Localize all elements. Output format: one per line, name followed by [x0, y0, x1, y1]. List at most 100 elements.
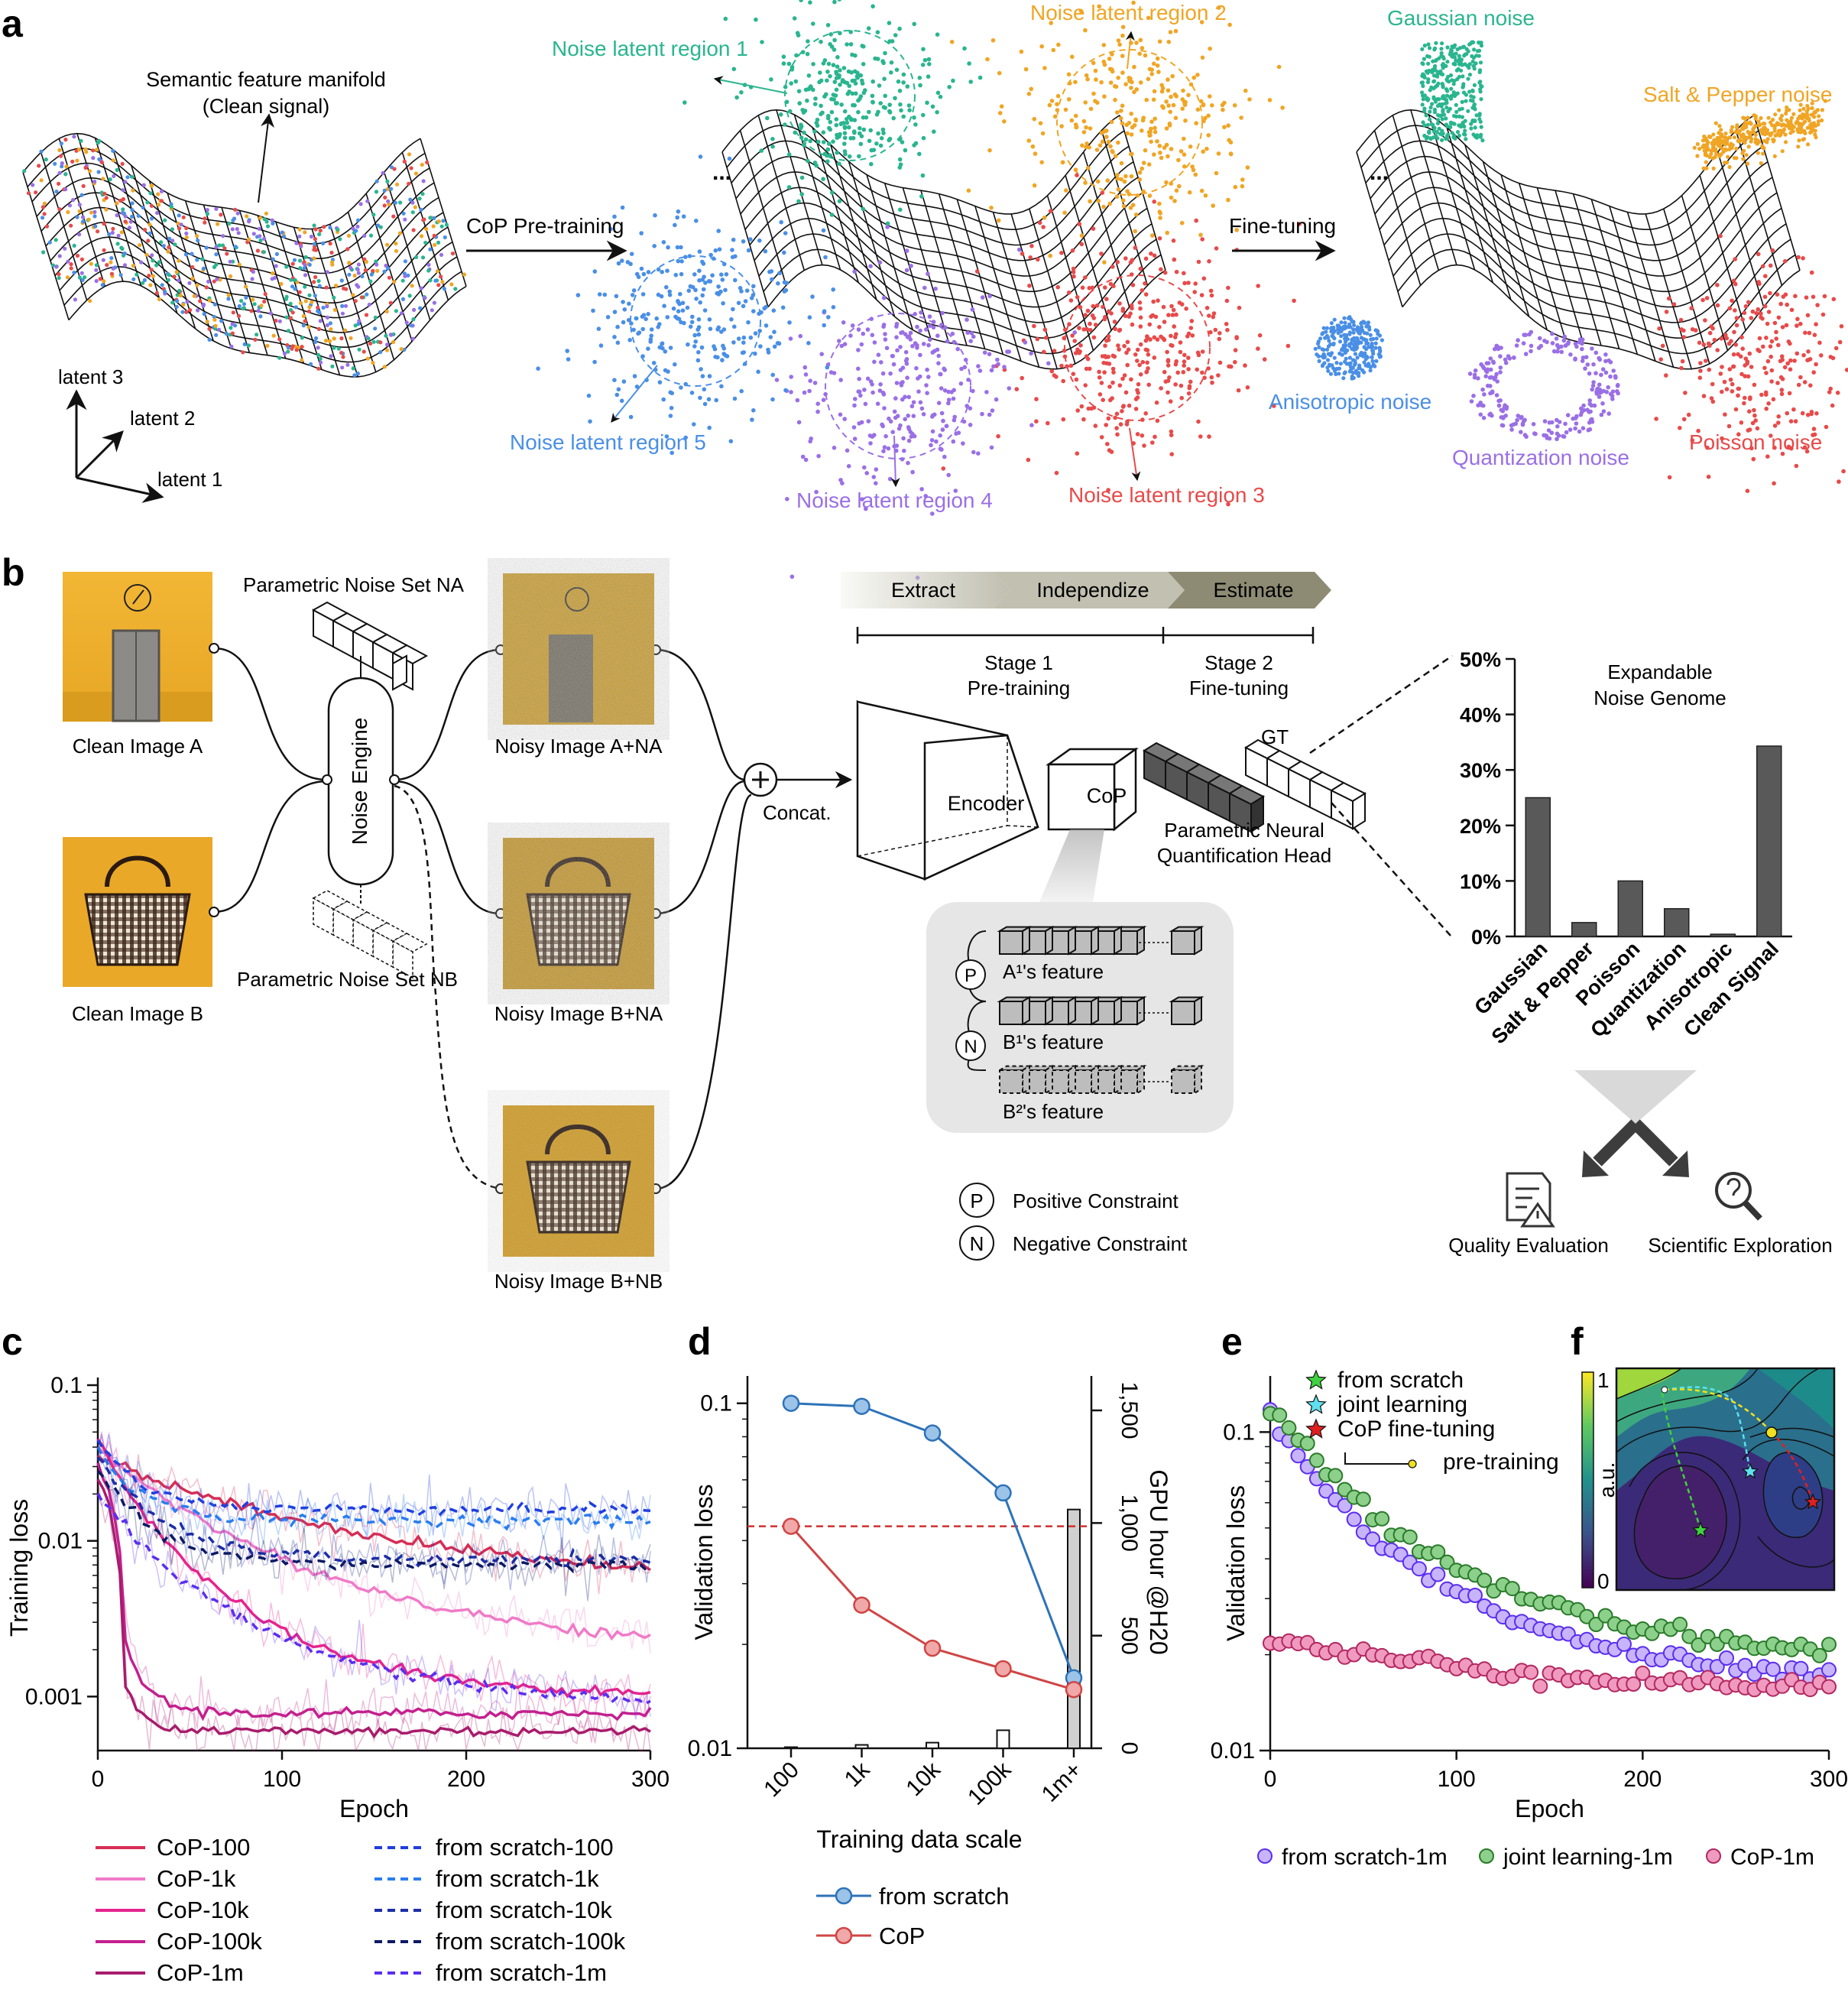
- noise-point: [980, 411, 984, 417]
- noise-point: [1810, 112, 1814, 117]
- noise-point: [229, 344, 234, 349]
- noise-point: [1157, 325, 1162, 329]
- noise-point: [1483, 374, 1488, 379]
- noise-point: [1135, 193, 1140, 198]
- noise-point: [1707, 330, 1713, 336]
- noise-point: [1744, 153, 1749, 157]
- noise-point: [823, 255, 828, 260]
- noise-point: [241, 350, 245, 355]
- noise-point: [679, 385, 683, 390]
- noise-point: [1795, 351, 1800, 356]
- noise-point: [1348, 341, 1353, 346]
- noise-point: [1276, 64, 1282, 70]
- noise-point: [411, 228, 416, 232]
- noise-point: [874, 141, 879, 146]
- noise-point: [294, 241, 299, 245]
- noise-point: [967, 61, 971, 66]
- noise-point: [123, 180, 128, 184]
- noise-point: [1374, 336, 1379, 341]
- d-series-point: [782, 1394, 800, 1412]
- e-series-point: [1504, 1581, 1520, 1597]
- noise-point: [412, 307, 417, 312]
- genome-title-line2: Noise Genome: [1593, 686, 1726, 709]
- noise-point: [1747, 409, 1752, 414]
- noise-point: [1020, 375, 1024, 381]
- noise-point: [166, 249, 170, 254]
- noise-point: [832, 0, 837, 5]
- noise-point: [796, 420, 802, 425]
- c-raw-line: [97, 1480, 651, 1753]
- noise-point: [81, 219, 86, 224]
- noise-point: [875, 57, 880, 61]
- noise-point: [832, 97, 836, 102]
- noise-point: [881, 131, 886, 135]
- noise-point: [1039, 44, 1044, 49]
- noise-point: [942, 388, 948, 393]
- noise-point: [1814, 322, 1818, 327]
- noise-point: [1701, 342, 1707, 347]
- noise-point: [946, 401, 951, 406]
- noise-point: [825, 159, 830, 164]
- noise-point: [1182, 352, 1187, 358]
- noise-point: [195, 283, 199, 287]
- clean-image-a: [63, 572, 212, 722]
- noise-point: [1750, 420, 1756, 426]
- noise-point: [1689, 306, 1694, 311]
- noise-point: [1789, 115, 1794, 120]
- noise-point: [952, 417, 957, 423]
- noise-point: [1466, 76, 1470, 81]
- noise-point: [1813, 132, 1817, 137]
- noise-point: [1194, 218, 1198, 223]
- noise-point: [368, 233, 374, 238]
- noise-point: [365, 356, 370, 361]
- noise-point: [1759, 392, 1764, 398]
- noise-point: [1471, 394, 1476, 398]
- noise-point: [383, 195, 387, 200]
- noise-point: [1066, 72, 1072, 77]
- box-front: [999, 1001, 1023, 1025]
- noise-point: [1159, 83, 1164, 88]
- noise-point: [675, 316, 679, 321]
- noise-point: [1125, 362, 1130, 368]
- box-side: [1136, 1064, 1145, 1095]
- noise-point: [812, 161, 818, 165]
- noise-point: [815, 409, 820, 414]
- noise-point: [692, 344, 697, 349]
- noise-point: [251, 269, 255, 274]
- noise-point: [1736, 131, 1741, 135]
- noise-point: [264, 211, 268, 216]
- c-xtick-label: 100: [263, 1767, 301, 1792]
- noise-point: [1828, 386, 1833, 391]
- noise-point: [1195, 350, 1201, 355]
- noise-point: [1107, 362, 1112, 366]
- box-side: [1114, 995, 1122, 1026]
- noise-point: [1600, 367, 1606, 372]
- noise-point: [861, 127, 867, 132]
- noise-point: [1451, 82, 1456, 86]
- noise-point: [462, 272, 467, 277]
- noise-point: [1158, 211, 1162, 216]
- e-legend-label: CoP-1m: [1730, 1845, 1814, 1870]
- noise-point: [1280, 105, 1285, 110]
- noise-point: [141, 281, 145, 285]
- noise-point: [1096, 199, 1101, 203]
- noise-point: [138, 243, 142, 248]
- box-side: [1136, 995, 1145, 1026]
- noise-point: [1441, 66, 1445, 70]
- noise-point: [1742, 401, 1746, 406]
- noise-point: [216, 327, 222, 332]
- noise-point: [1747, 427, 1752, 432]
- noise-point: [1472, 105, 1477, 110]
- noise-point: [1120, 33, 1125, 38]
- noise-point: [1079, 242, 1084, 247]
- noise-point: [274, 251, 279, 256]
- noise-point: [1521, 341, 1526, 346]
- noise-point: [101, 258, 105, 262]
- noise-point: [891, 115, 896, 121]
- noise-point: [1354, 368, 1358, 373]
- noise-point: [121, 188, 125, 193]
- noise-point: [26, 191, 31, 196]
- noise-point: [858, 141, 864, 147]
- noise-point: [1182, 359, 1187, 364]
- noise-point: [837, 161, 841, 166]
